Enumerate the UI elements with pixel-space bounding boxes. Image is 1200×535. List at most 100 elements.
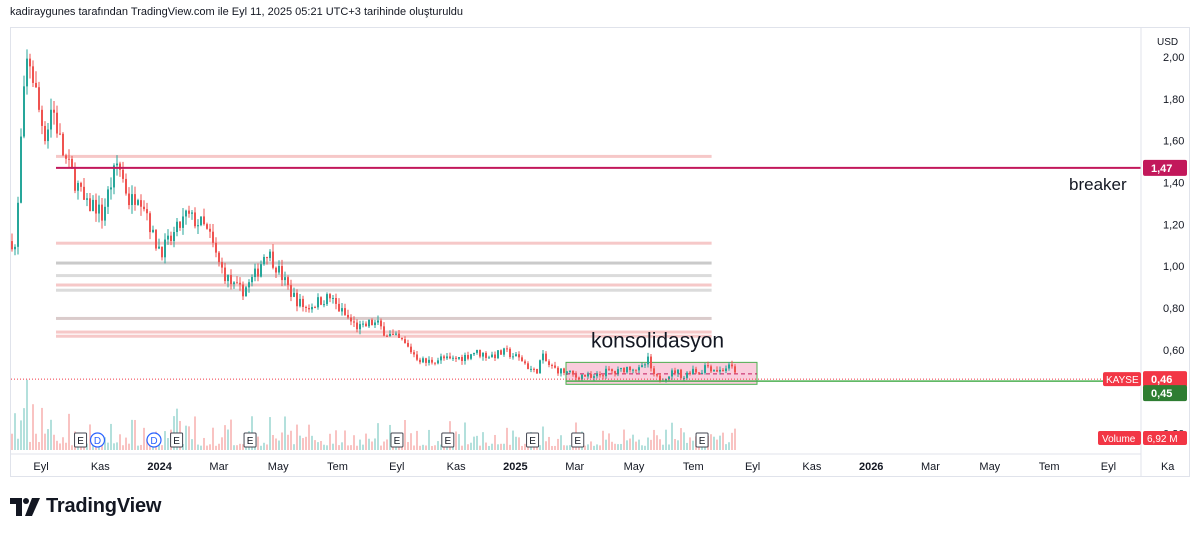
event-marker-label: D — [94, 436, 101, 447]
x-tick-label: Eyl — [745, 461, 760, 473]
consolidation-box — [565, 361, 758, 385]
candle-body — [302, 298, 304, 308]
candle-body — [392, 333, 394, 335]
volume-bar — [80, 445, 82, 450]
candle-body — [566, 371, 568, 373]
volume-bar — [329, 433, 331, 450]
volume-bar — [599, 445, 601, 450]
candle-body — [599, 373, 601, 376]
volume-bar — [620, 443, 622, 450]
volume-bar — [125, 437, 127, 450]
candle-body — [590, 374, 592, 378]
volume-bar — [290, 430, 292, 450]
candle-body — [359, 324, 361, 330]
volume-bar — [353, 435, 355, 450]
candle-body — [731, 364, 733, 367]
volume-bar — [26, 379, 28, 450]
candle-body — [347, 314, 349, 318]
candle-body — [338, 303, 340, 312]
candle-body — [683, 377, 685, 379]
volume-bar — [53, 434, 55, 450]
volume-bar — [611, 441, 613, 450]
volume-bar — [464, 422, 466, 450]
candle-body — [65, 155, 67, 159]
candle-body — [176, 221, 178, 233]
candle-body — [314, 307, 316, 309]
volume-bar — [47, 429, 49, 450]
volume-bar — [308, 424, 310, 450]
candle-body — [578, 377, 580, 380]
y-tick-label: 1,60 — [1163, 136, 1184, 148]
volume-bar — [89, 424, 91, 450]
candle-body — [446, 356, 448, 359]
volume-bar — [656, 435, 658, 450]
candle-body — [650, 356, 652, 369]
x-tick-label: May — [268, 461, 289, 473]
candle-body — [515, 354, 517, 357]
breaker-label: breaker — [1069, 175, 1127, 194]
volume-bar — [14, 413, 16, 450]
candle-body — [299, 298, 301, 307]
candle-body — [563, 368, 565, 373]
y-tick-label: 1,40 — [1163, 178, 1184, 190]
x-tick-label: Ka — [1161, 461, 1175, 473]
horizontal-levels — [56, 154, 712, 338]
candle-body — [449, 356, 451, 359]
candle-body — [14, 246, 16, 250]
volume-bar — [266, 444, 268, 450]
candle-body — [587, 374, 589, 377]
candle-body — [635, 369, 637, 371]
tradingview-logo[interactable]: TradingView — [10, 495, 161, 518]
candle-body — [386, 335, 388, 337]
volume-bar — [419, 445, 421, 450]
volume-bar — [524, 443, 526, 450]
volume-bar — [209, 444, 211, 450]
tradingview-logo-icon — [10, 497, 40, 516]
candle-body — [440, 356, 442, 361]
volume-bar — [497, 444, 499, 450]
candle-body — [305, 307, 307, 309]
volume-bar — [635, 441, 637, 450]
candle-body — [404, 339, 406, 343]
candle-body — [293, 292, 295, 297]
candle-body — [80, 182, 82, 187]
y-tick-label: 2,00 — [1163, 52, 1184, 64]
candle-body — [641, 365, 643, 368]
candle-body — [602, 375, 604, 377]
candle-body — [524, 361, 526, 364]
candle-body — [20, 136, 22, 203]
volume-bar — [587, 444, 589, 450]
candle-body — [716, 370, 718, 372]
candle-body — [545, 353, 547, 362]
volume-bar — [494, 434, 496, 450]
candle-body — [311, 307, 313, 310]
candle-body — [551, 364, 553, 366]
volume-bar — [665, 429, 667, 450]
candle-body — [209, 228, 211, 232]
volume-bar — [590, 441, 592, 450]
candle-body — [356, 322, 358, 330]
x-tick-label: Tem — [1039, 461, 1060, 473]
candle-body — [365, 323, 367, 327]
candle-body — [341, 308, 343, 312]
volume-bar — [338, 445, 340, 450]
candle-body — [71, 158, 73, 169]
candle-body — [11, 241, 13, 250]
candle-body — [260, 264, 262, 277]
candle-body — [503, 348, 505, 355]
candle-body — [542, 353, 544, 361]
candle-body — [671, 370, 673, 377]
candle-body — [626, 366, 628, 373]
volume-bar — [230, 419, 232, 450]
volume-bar — [383, 441, 385, 450]
candle-body — [278, 266, 280, 273]
volume-bar — [161, 445, 163, 450]
volume-bar — [11, 433, 13, 450]
volume-bar — [515, 436, 517, 450]
candle-body — [218, 252, 220, 263]
breaker-price-badge: 1,47 — [1151, 163, 1172, 175]
candle-body — [458, 357, 460, 359]
